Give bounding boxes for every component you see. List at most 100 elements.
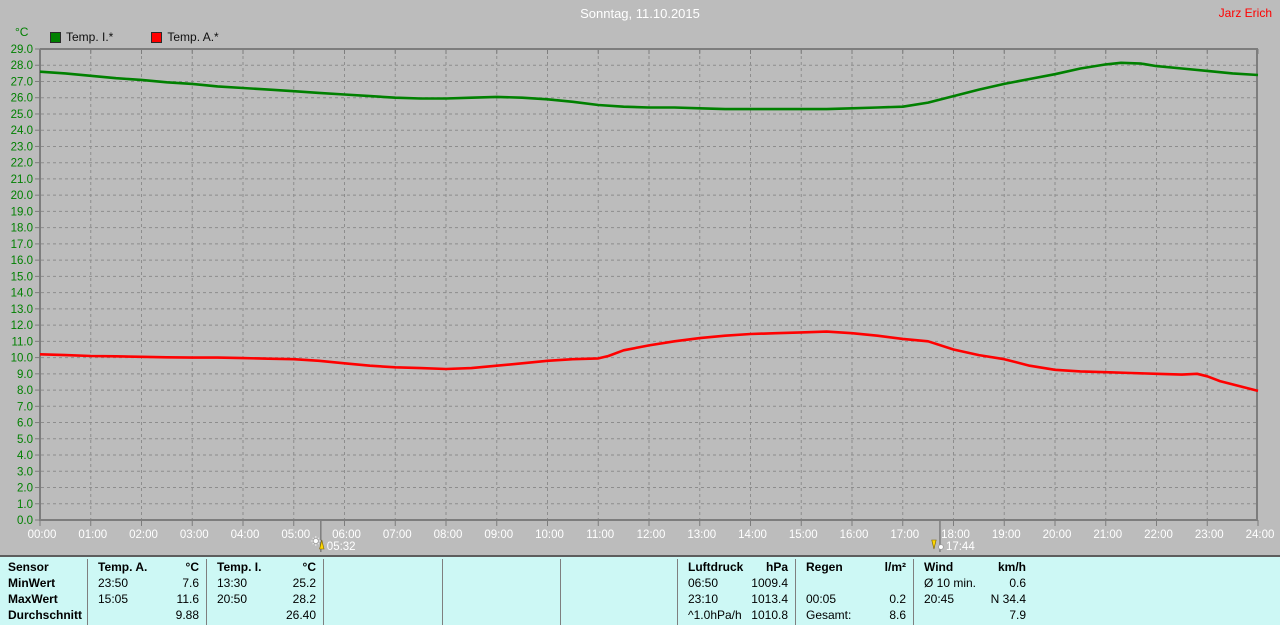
- x-tick-label: 19:00: [992, 529, 1021, 541]
- x-tick-label: 10:00: [535, 529, 564, 541]
- y-tick-label: 19.0: [11, 206, 33, 218]
- regen-minwert-value: [855, 575, 913, 591]
- table-group-luftdruck: Luftdruck hPa 06:50 1009.4 23:10 1013.4 ^1.0hP…: [677, 559, 795, 625]
- luftdruck-minwert-value: 1009.4: [751, 576, 788, 590]
- y-tick-label: 9.0: [17, 369, 33, 381]
- x-tick-label: 11:00: [586, 529, 614, 541]
- x-tick-label: 22:00: [1144, 529, 1173, 541]
- empty-2-minwert-time: [443, 575, 502, 591]
- regen-durchschnitt-time: Gesamt:: [806, 608, 852, 622]
- temp-a-legend-swatch: [151, 31, 163, 43]
- temp-a-legend-label: Temp. A.*: [167, 30, 219, 44]
- y-tick-label: 11.0: [11, 336, 33, 348]
- empty-2-header: [443, 559, 502, 575]
- empty-1-header: [324, 559, 384, 575]
- empty-1-minwert-time: [324, 575, 384, 591]
- y-tick-label: 20.0: [11, 190, 33, 202]
- page-title: Sonntag, 11.10.2015: [580, 6, 700, 21]
- x-tick-label: 16:00: [840, 529, 869, 541]
- luftdruck-maxwert-value: 1013.4: [751, 592, 788, 606]
- x-tick-label: 04:00: [231, 529, 260, 541]
- empty-2-maxwert-value: [502, 591, 560, 607]
- luftdruck-minwert-time: 06:50: [688, 576, 719, 590]
- y-tick-label: 4.0: [17, 450, 33, 462]
- sunset-time-label: 17:44: [946, 541, 975, 553]
- temp-a-maxwert-value: 11.6: [176, 592, 199, 606]
- y-tick-label: 3.0: [17, 466, 33, 478]
- table-row-labels-column: Sensor MinWert MaxWert Durchschnitt: [0, 559, 87, 625]
- x-tick-label: 08:00: [434, 529, 463, 541]
- y-tick-label: 29.0: [11, 44, 33, 56]
- empty-3-maxwert-time: [561, 591, 619, 607]
- y-tick-label: 0.0: [17, 515, 33, 527]
- temp-i-unit: °C: [302, 560, 316, 574]
- wind-minwert-time: Ø 10 min.: [924, 576, 977, 590]
- temp-i-minwert-value: 25.2: [292, 576, 316, 590]
- empty-1-unit: [384, 559, 442, 575]
- temp-i-maxwert-time: 20:50: [217, 592, 248, 606]
- table-group-regen: Regen l/m² 00:05 0.2 Gesamt: 8.6: [795, 559, 913, 625]
- y-tick-label: 17.0: [11, 239, 33, 251]
- y-tick-label: 22.0: [11, 158, 33, 170]
- table-group-wind: Wind km/h Ø 10 min. 0.6 20:45 N 34.4 7.9: [913, 559, 1033, 625]
- sun-down-icon: [931, 539, 944, 550]
- empty-1-durchschnitt-time: [324, 607, 384, 623]
- y-tick-label: 24.0: [11, 125, 33, 137]
- empty-3-unit: [619, 559, 677, 575]
- x-tick-label: 14:00: [738, 529, 767, 541]
- x-tick-label: 00:00: [28, 529, 57, 541]
- temp-a-minwert-value: 7.6: [182, 576, 199, 590]
- y-tick-label: 15.0: [11, 271, 33, 283]
- row-label-minwert: MinWert: [8, 576, 56, 590]
- temp-i-legend-swatch: [50, 31, 61, 43]
- temp-i-minwert-time: 13:30: [217, 576, 248, 590]
- x-tick-label: 06:00: [332, 529, 361, 541]
- empty-3-minwert-time: [561, 575, 619, 591]
- x-tick-label: 13:00: [687, 529, 716, 541]
- y-tick-label: 1.0: [17, 499, 33, 511]
- regen-minwert-time: [796, 575, 855, 591]
- temp-a-minwert-time: 23:50: [98, 576, 129, 590]
- luftdruck-unit: hPa: [765, 560, 788, 574]
- x-tick-label: 24:00: [1246, 529, 1275, 541]
- table-group-empty-1: [323, 559, 442, 625]
- station-owner: Jarz Erich: [1218, 6, 1272, 20]
- temp-a-header: Temp. A.: [98, 560, 148, 574]
- empty-2-maxwert-time: [443, 591, 502, 607]
- x-tick-label: 18:00: [941, 529, 970, 541]
- empty-3-durchschnitt-value: [619, 607, 677, 623]
- temp-i-durchschnitt-value: 26.40: [285, 608, 316, 622]
- row-label-durchschnitt: Durchschnitt: [8, 608, 83, 622]
- y-axis-unit-label: °C: [15, 25, 29, 39]
- y-tick-label: 18.0: [11, 223, 33, 235]
- regen-unit: l/m²: [884, 560, 906, 574]
- y-tick-label: 5.0: [17, 434, 33, 446]
- y-tick-label: 13.0: [11, 304, 33, 316]
- x-tick-label: 01:00: [78, 529, 107, 541]
- x-tick-label: 12:00: [637, 529, 666, 541]
- empty-1-durchschnitt-value: [384, 607, 442, 623]
- sun-up-icon: [310, 536, 325, 550]
- temp-i-durchschnitt-time: [207, 607, 265, 623]
- y-tick-label: 7.0: [17, 401, 33, 413]
- temp-a-unit: °C: [185, 560, 199, 574]
- empty-2-durchschnitt-value: [502, 607, 560, 623]
- empty-1-maxwert-value: [384, 591, 442, 607]
- sunrise-time-label: 05:32: [327, 541, 356, 553]
- x-tick-label: 09:00: [484, 529, 513, 541]
- empty-2-durchschnitt-time: [443, 607, 502, 623]
- x-tick-label: 05:00: [281, 529, 310, 541]
- y-tick-label: 28.0: [11, 60, 33, 72]
- y-tick-label: 6.0: [17, 418, 33, 430]
- wind-maxwert-value: N 34.4: [990, 592, 1026, 606]
- chart-legend: Temp. I.* Temp. A.*: [50, 30, 219, 44]
- y-tick-label: 26.0: [11, 93, 33, 105]
- y-tick-label: 10.0: [11, 353, 33, 365]
- temp-a-maxwert-time: 15:05: [98, 592, 129, 606]
- x-tick-label: 17:00: [890, 529, 919, 541]
- regen-durchschnitt-value: 8.6: [889, 608, 906, 622]
- summary-table: Sensor MinWert MaxWert Durchschnitt Temp. A.…: [0, 555, 1280, 625]
- empty-1-minwert-value: [384, 575, 442, 591]
- x-tick-label: 21:00: [1093, 529, 1122, 541]
- wind-maxwert-time: 20:45: [924, 592, 955, 606]
